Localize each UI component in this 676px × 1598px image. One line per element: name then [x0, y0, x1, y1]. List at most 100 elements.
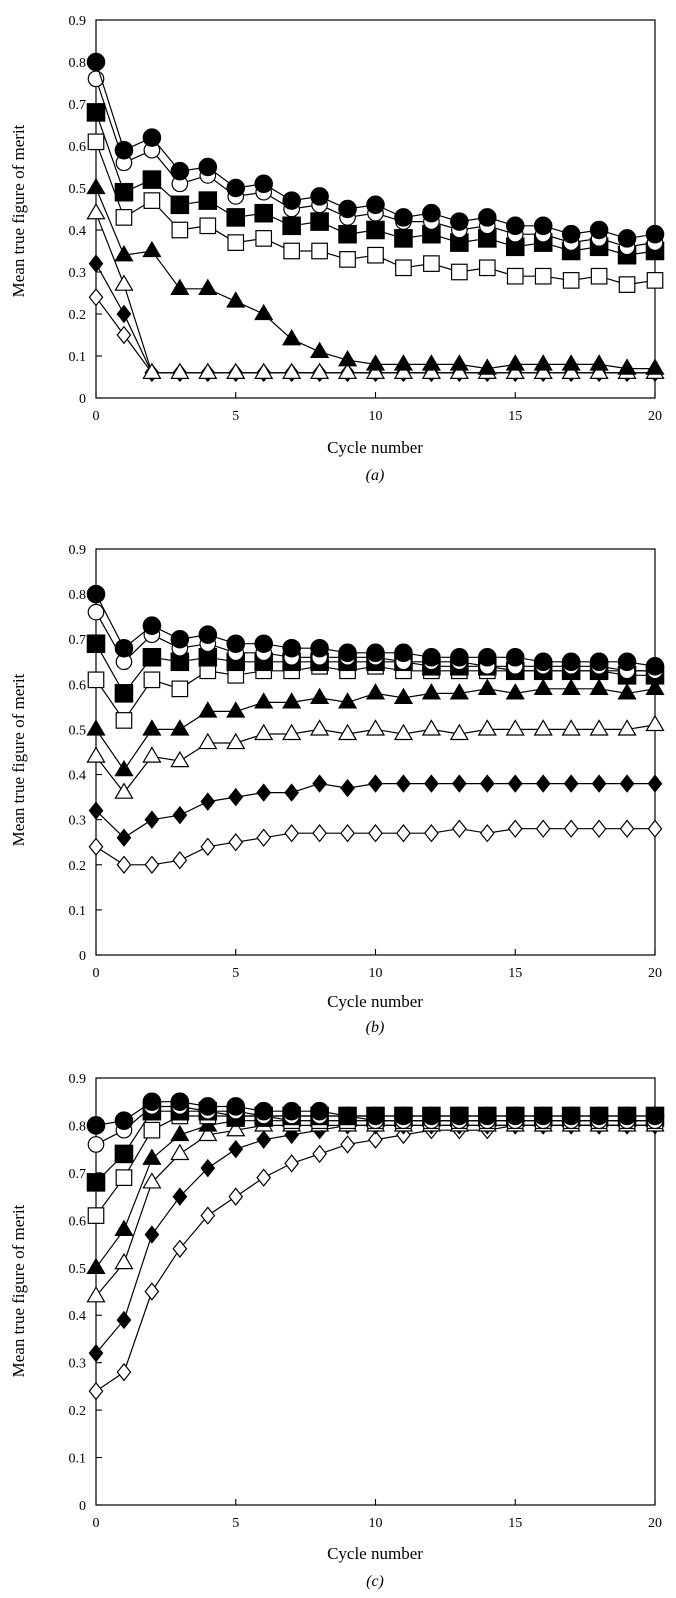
y-tick-label: 0.9	[69, 14, 87, 29]
data-point-filled-triangle	[114, 1219, 134, 1237]
data-point-open-diamond	[88, 287, 104, 307]
y-tick-label: 0.9	[69, 543, 87, 558]
data-point-filled-square	[142, 647, 162, 667]
data-point-filled-triangle	[114, 759, 134, 777]
data-point-open-triangle	[142, 746, 162, 763]
data-point-open-square	[646, 272, 664, 289]
data-point-open-diamond	[424, 823, 439, 843]
data-point-filled-circle	[505, 1106, 525, 1126]
data-point-open-diamond	[116, 325, 132, 345]
data-point-open-triangle	[533, 362, 553, 379]
data-point-filled-circle	[226, 634, 246, 654]
data-point-filled-diamond	[200, 792, 216, 811]
data-point-filled-circle	[617, 229, 637, 248]
x-tick-label: 10	[369, 1516, 383, 1531]
data-point-open-square	[227, 234, 245, 251]
data-point-filled-circle	[645, 1106, 665, 1126]
data-point-open-diamond	[256, 828, 272, 847]
data-point-filled-diamond	[144, 1225, 160, 1244]
data-point-open-triangle	[561, 719, 581, 736]
data-point-filled-diamond	[451, 774, 467, 793]
data-point-open-square	[87, 671, 105, 689]
data-point-open-diamond	[340, 1135, 355, 1154]
data-point-filled-circle	[338, 1106, 357, 1126]
data-point-open-triangle	[86, 1286, 106, 1303]
panel-label: (a)	[366, 467, 385, 484]
y-tick-label: 0.7	[69, 1167, 87, 1182]
data-point-filled-diamond	[88, 801, 104, 820]
data-point-open-square	[367, 246, 384, 264]
data-point-open-triangle	[226, 1120, 246, 1137]
data-point-filled-square	[198, 191, 218, 210]
data-point-open-diamond	[144, 855, 160, 874]
data-point-open-triangle	[86, 746, 106, 763]
data-point-open-diamond	[200, 837, 216, 856]
data-point-filled-triangle	[561, 354, 581, 371]
data-point-filled-diamond	[228, 787, 244, 807]
data-point-filled-square	[86, 103, 106, 122]
data-point-open-diamond	[591, 819, 607, 838]
data-point-open-square	[115, 1169, 133, 1186]
data-point-filled-square	[86, 1173, 106, 1192]
data-point-filled-diamond	[340, 778, 355, 798]
data-point-filled-square	[226, 208, 246, 227]
data-point-filled-circle	[478, 208, 497, 227]
data-point-open-diamond	[172, 1239, 188, 1259]
data-point-open-triangle	[449, 723, 469, 741]
data-point-filled-circle	[282, 191, 301, 210]
x-tick-label: 10	[369, 409, 383, 424]
data-point-filled-triangle	[533, 354, 553, 371]
data-point-filled-circle	[310, 187, 329, 206]
data-point-filled-circle	[142, 128, 162, 147]
data-point-filled-diamond	[144, 810, 160, 829]
data-point-open-diamond	[451, 819, 467, 838]
data-point-filled-circle	[366, 195, 385, 215]
y-tick-label: 0.8	[69, 56, 87, 71]
series-filled-circle	[86, 1092, 665, 1135]
data-point-filled-triangle	[449, 354, 469, 371]
chart-panel-c: Mean true figure of merit Cycle number (…	[9, 1072, 665, 1590]
data-point-open-triangle	[226, 362, 246, 379]
data-point-open-diamond	[88, 837, 104, 856]
data-point-filled-circle	[114, 140, 134, 160]
series-open-diamond	[88, 819, 663, 874]
data-point-open-square	[115, 209, 133, 226]
y-tick-label: 0.1	[69, 1452, 87, 1467]
data-point-filled-diamond	[116, 304, 132, 324]
data-point-filled-triangle	[86, 1257, 106, 1274]
data-point-filled-triangle	[86, 719, 106, 736]
data-point-filled-triangle	[505, 354, 525, 371]
y-tick-label: 0.6	[69, 1214, 87, 1229]
data-point-filled-circle	[114, 638, 134, 658]
data-point-open-circle	[87, 1136, 105, 1153]
data-point-filled-circle	[366, 643, 385, 663]
data-point-filled-circle	[422, 1106, 441, 1126]
data-point-filled-triangle	[310, 687, 330, 705]
y-tick-label: 0.4	[69, 1309, 87, 1324]
series-open-triangle	[86, 203, 665, 379]
series-filled-triangle	[86, 678, 665, 777]
data-point-filled-circle	[310, 1101, 329, 1121]
data-point-open-square	[199, 217, 217, 235]
data-point-filled-triangle	[617, 683, 637, 700]
data-point-open-square	[451, 263, 468, 281]
data-point-filled-circle	[450, 647, 469, 667]
data-point-filled-circle	[589, 652, 609, 672]
data-point-filled-square	[254, 203, 273, 223]
y-tick-label: 0.2	[69, 308, 87, 323]
data-point-filled-circle	[645, 657, 665, 676]
data-point-open-triangle	[142, 1172, 162, 1189]
data-point-open-diamond	[228, 833, 244, 852]
data-point-filled-diamond	[116, 828, 132, 847]
data-point-filled-diamond	[88, 254, 104, 273]
data-point-filled-square	[366, 220, 385, 240]
data-point-open-square	[534, 267, 552, 285]
data-point-open-square	[143, 671, 161, 689]
data-point-open-square	[339, 251, 356, 268]
data-point-open-triangle	[198, 732, 218, 750]
data-point-filled-triangle	[254, 303, 274, 321]
data-point-open-diamond	[228, 1187, 244, 1206]
data-point-filled-circle	[338, 643, 357, 663]
y-tick-label: 0.2	[69, 1404, 87, 1419]
data-point-filled-diamond	[507, 774, 523, 793]
